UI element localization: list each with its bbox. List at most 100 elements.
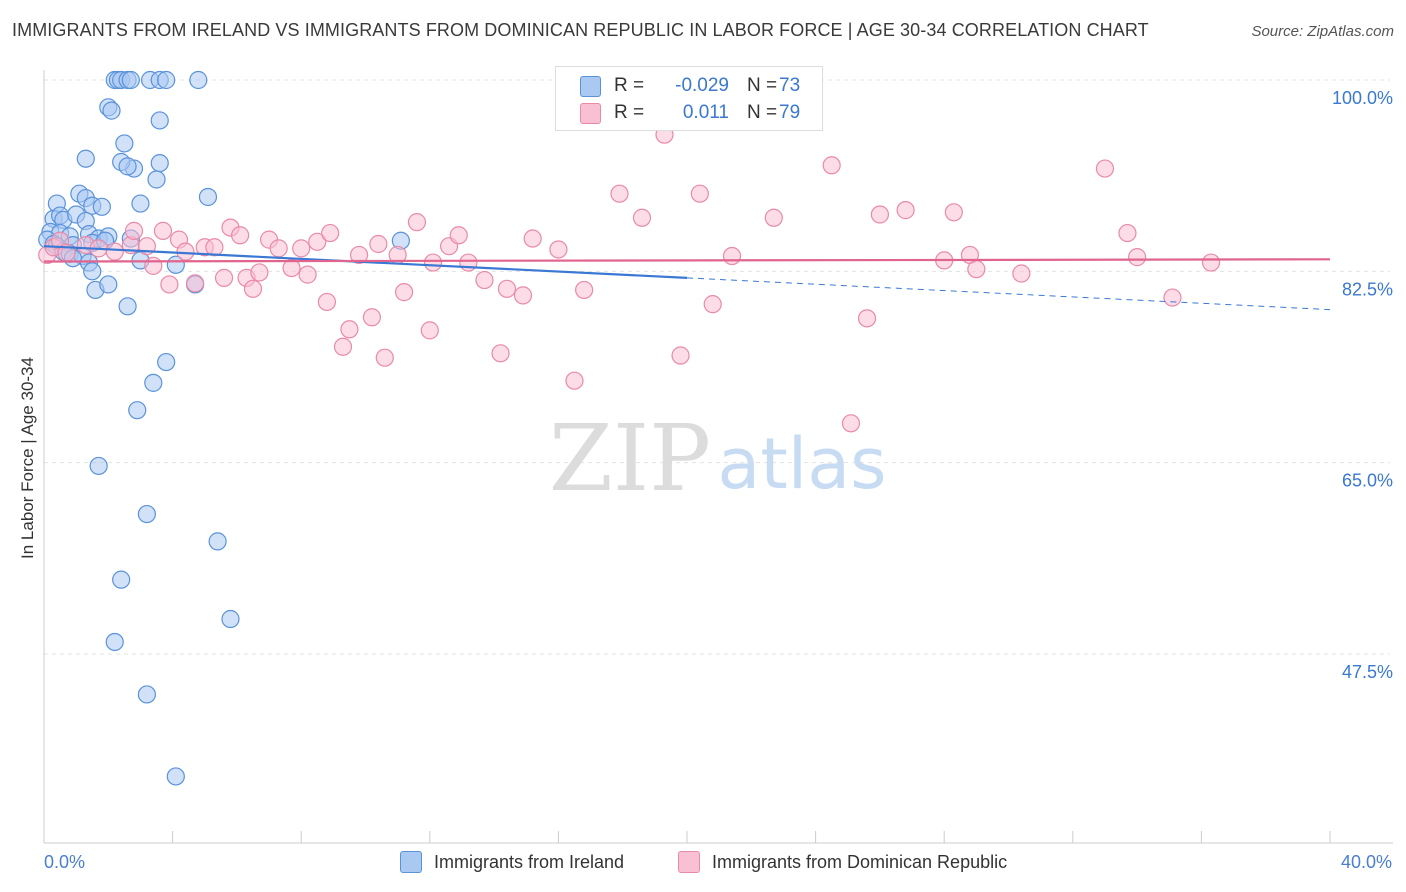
dominican-point — [160, 275, 179, 294]
dominican-point — [449, 226, 468, 245]
ireland-point — [89, 456, 108, 476]
series-legend-swatch-ireland — [400, 851, 422, 873]
dominican-point — [1118, 223, 1137, 243]
dominican-point — [857, 309, 877, 328]
ireland-point — [208, 532, 227, 551]
ireland-point — [92, 197, 111, 216]
ireland-point — [115, 134, 134, 153]
ireland-point — [147, 170, 166, 189]
y-tick-label: 100.0% — [1332, 88, 1393, 108]
dominican-point — [459, 253, 478, 272]
dominican-point — [394, 283, 414, 302]
ireland-point — [121, 70, 140, 90]
legend-r-label-dominican: R = — [614, 102, 645, 123]
series-legend-label-ireland: Immigrants from Ireland — [434, 851, 625, 872]
dominican-point — [250, 263, 269, 282]
dominican-point — [671, 346, 690, 365]
trend-line-dominican — [43, 258, 1331, 263]
dominican-point — [475, 270, 494, 290]
y-tick-label: 47.5% — [1342, 662, 1393, 682]
dominican-point — [1012, 264, 1031, 283]
dominican-point — [870, 205, 890, 224]
y-tick-label: 65.0% — [1342, 471, 1393, 491]
y-tick-label: 82.5% — [1342, 279, 1393, 299]
ireland-point — [102, 101, 121, 120]
ireland-point — [131, 194, 150, 213]
legend-r-label-ireland: R = — [614, 75, 645, 96]
dominican-point — [292, 239, 311, 258]
series-legend-swatch-dominican — [678, 851, 700, 873]
dominican-point — [308, 232, 327, 251]
dominican-point — [1095, 159, 1115, 178]
series-legend-ireland[interactable]: Immigrants from Ireland — [400, 851, 624, 873]
dominican-point — [1127, 248, 1147, 267]
dominican-point — [369, 234, 388, 254]
dominican-point — [549, 240, 568, 259]
ireland-point — [137, 504, 156, 524]
dominican-point — [822, 156, 841, 175]
ireland-point — [189, 70, 208, 90]
dominican-point — [362, 308, 382, 327]
axes — [43, 70, 1393, 844]
dominican-point — [764, 208, 783, 227]
dominican-point — [298, 265, 317, 284]
dominican-point — [841, 414, 861, 433]
dominican-point — [186, 274, 205, 293]
ireland-point — [150, 111, 169, 130]
dominican-point — [243, 279, 263, 298]
legend-n-label-ireland: N = — [747, 75, 778, 96]
legend-n-value-dominican: 79 — [779, 102, 801, 123]
legend-n-label-dominican: N = — [747, 102, 778, 123]
x-tick-label-min: 0.0% — [44, 852, 86, 872]
legend-n-value-ireland: 73 — [779, 75, 801, 96]
source-label: Source: ZipAtlas.com — [1251, 23, 1394, 40]
dominican-point — [333, 337, 353, 356]
dominican-point — [1163, 288, 1182, 307]
ireland-point — [157, 352, 176, 372]
dominican-point — [407, 213, 427, 232]
ireland-point — [105, 632, 124, 652]
legend-row-dominican: R = 0.011 N = 79 — [580, 101, 800, 125]
dominican-point — [214, 268, 234, 287]
dominican-point — [124, 221, 144, 240]
dominican-point — [375, 348, 394, 367]
chart-title: IMMIGRANTS FROM IRELAND VS IMMIGRANTS FR… — [12, 20, 1149, 40]
legend-row-ireland: R = -0.029 N = 73 — [580, 74, 800, 98]
series-dominican-points — [38, 125, 1221, 433]
watermark: ZIP atlas — [549, 405, 887, 512]
legend-swatch-ireland — [580, 75, 601, 97]
ireland-point — [118, 157, 137, 176]
dominican-point — [967, 260, 986, 279]
dominican-point — [105, 242, 124, 261]
dominican-point — [282, 258, 301, 278]
ireland-point — [137, 685, 156, 704]
dominican-point — [317, 292, 337, 312]
dominican-point — [565, 371, 584, 390]
dominican-point — [176, 242, 195, 261]
legend-r-value-ireland: -0.029 — [675, 75, 729, 96]
x-tick-label-max: 40.0% — [1340, 852, 1392, 872]
dominican-point — [269, 239, 288, 258]
y-axis-label: In Labor Force | Age 30-34 — [18, 357, 37, 559]
trend-lines — [43, 245, 1331, 311]
ireland-point — [166, 767, 185, 786]
dominican-point — [632, 208, 652, 227]
grid-lines — [44, 79, 1390, 655]
ireland-point — [76, 149, 95, 168]
dominican-point — [497, 279, 517, 298]
ireland-point — [112, 570, 131, 589]
series-legend-dominican[interactable]: Immigrants from Dominican Republic — [678, 851, 1007, 873]
dominican-point — [153, 221, 173, 240]
dominican-point — [722, 246, 742, 266]
dominican-point — [690, 184, 709, 203]
dominican-point — [1201, 253, 1221, 272]
ireland-point — [128, 401, 147, 420]
dominican-point — [144, 256, 163, 275]
dominican-point — [513, 286, 533, 305]
ireland-point — [150, 153, 169, 173]
legend-swatch-dominican — [580, 102, 601, 124]
dominican-point — [340, 320, 359, 339]
dominican-point — [349, 245, 369, 265]
dominican-point — [575, 280, 594, 300]
dominican-point — [420, 321, 439, 340]
